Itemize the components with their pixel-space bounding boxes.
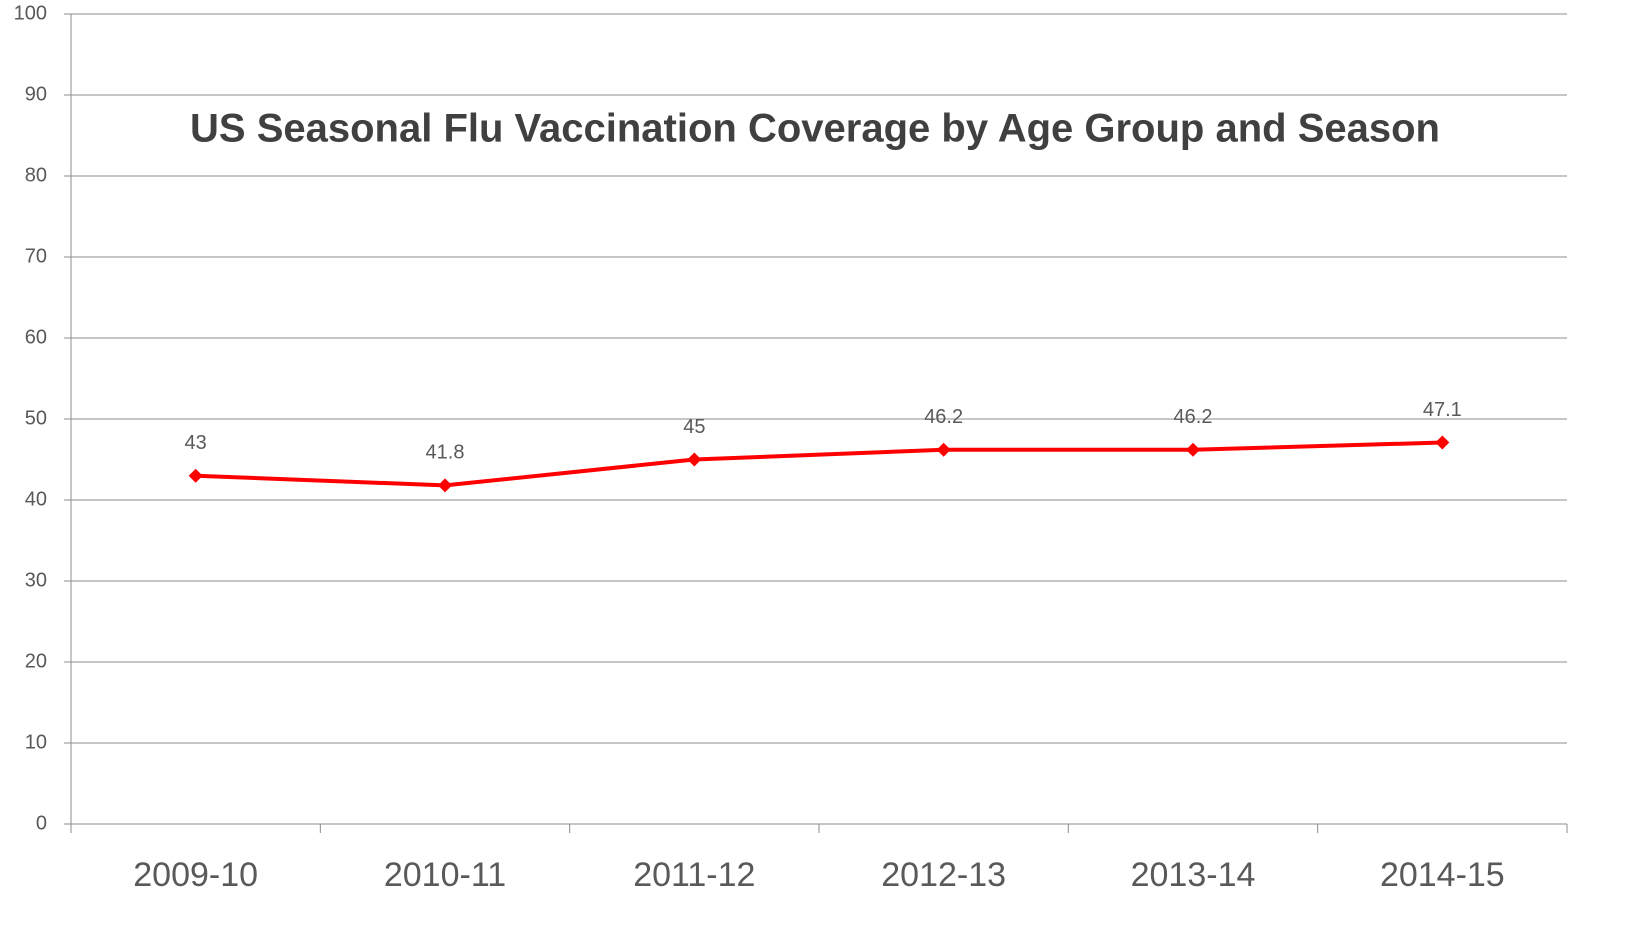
- chart-title: US Seasonal Flu Vaccination Coverage by …: [190, 107, 1440, 151]
- y-tick-label: 80: [25, 164, 47, 186]
- y-tick-label: 90: [25, 83, 47, 105]
- y-tick-label: 20: [25, 650, 47, 672]
- y-tick-label: 100: [14, 2, 47, 24]
- y-tick-label: 40: [25, 488, 47, 510]
- point-marker: [1435, 435, 1450, 450]
- x-tick-label: 2013-14: [1131, 856, 1256, 894]
- y-tick-label: 50: [25, 407, 47, 429]
- x-tick-label: 2011-12: [633, 856, 755, 894]
- series-line: [195, 440, 1443, 488]
- x-tick-label: 2012-13: [881, 856, 1006, 894]
- point-marker: [1186, 442, 1200, 457]
- data-label: 41.8: [426, 442, 465, 464]
- x-tick-label: 2009-10: [133, 856, 258, 894]
- data-label: 46.2: [1174, 406, 1213, 428]
- y-tick-label: 60: [25, 326, 47, 348]
- data-label: 47.1: [1423, 399, 1462, 421]
- y-tick-label: 0: [36, 812, 47, 834]
- x-tick-label: 2014-15: [1380, 856, 1505, 894]
- y-tick-label: 70: [25, 245, 47, 267]
- point-marker: [188, 468, 203, 483]
- y-tick-label: 10: [25, 731, 47, 753]
- point-marker: [936, 442, 951, 457]
- x-tick-label: 2010-11: [384, 856, 506, 894]
- data-label: 46.2: [924, 406, 963, 428]
- point-marker: [687, 452, 702, 467]
- data-label: 43: [185, 432, 207, 454]
- data-label: 45: [683, 416, 705, 438]
- point-marker: [438, 478, 452, 493]
- y-tick-label: 30: [25, 569, 47, 591]
